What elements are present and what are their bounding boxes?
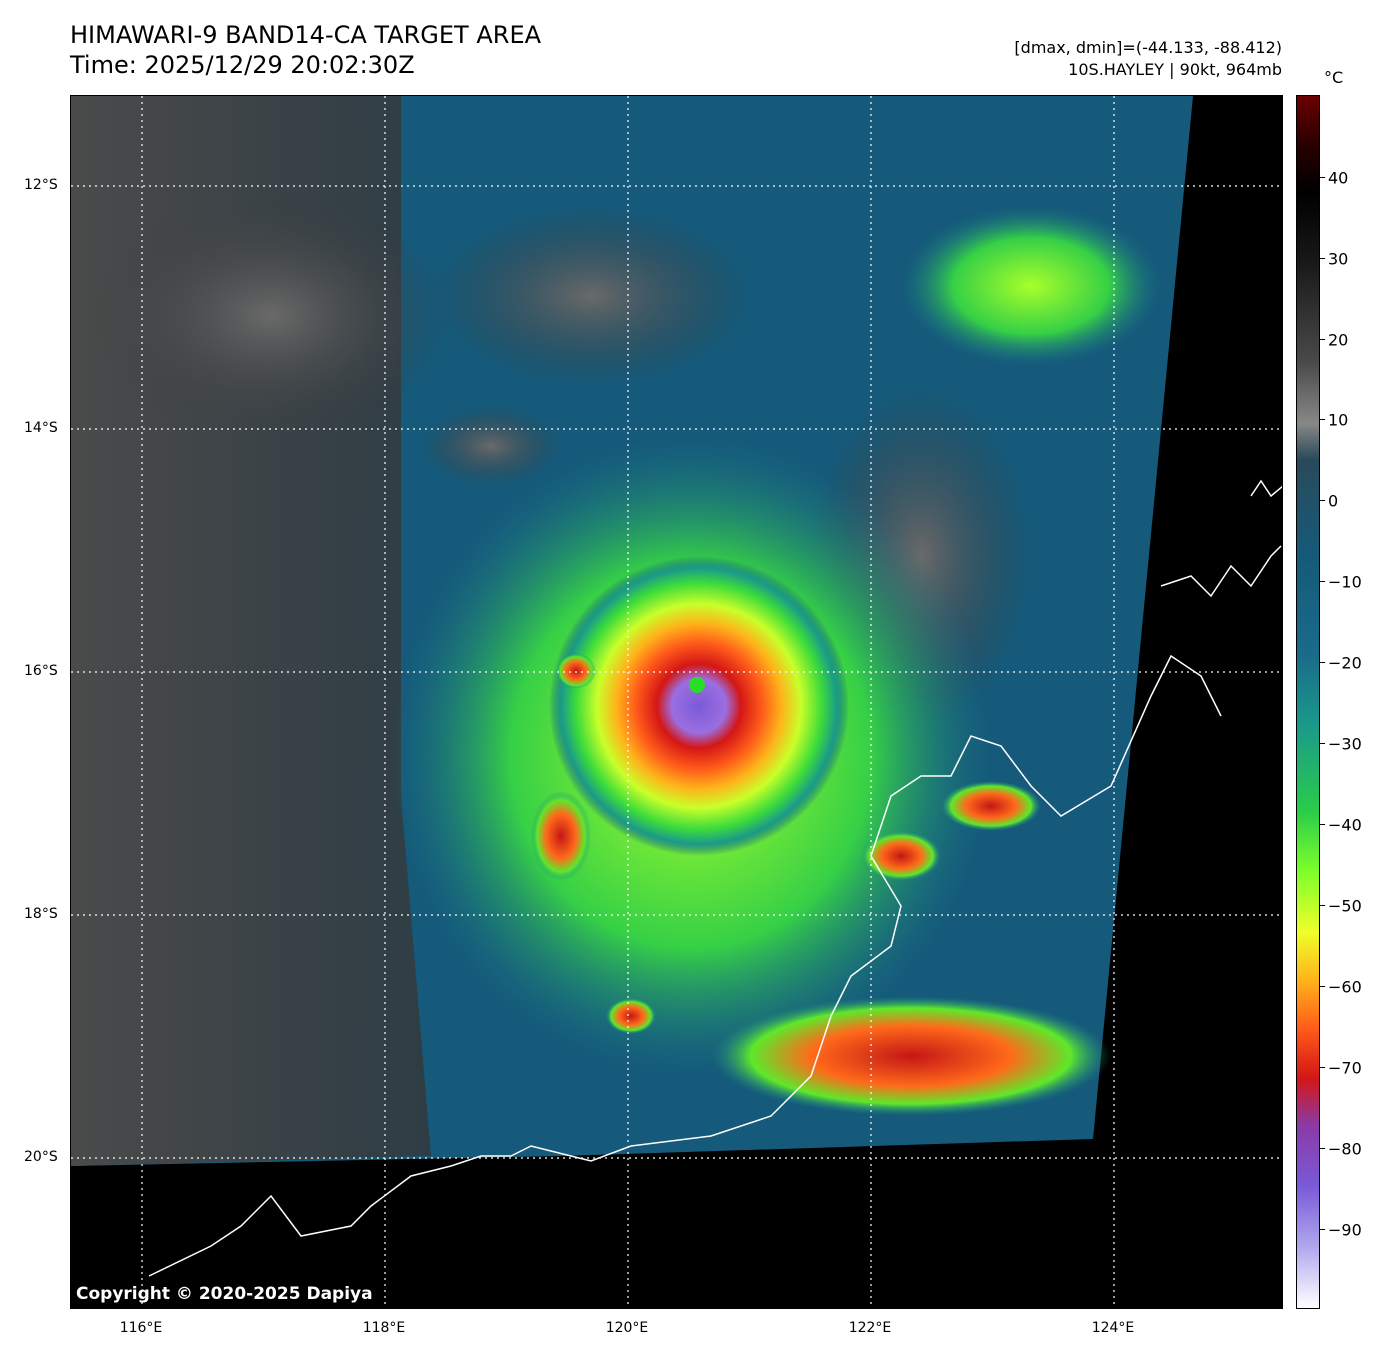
colorbar-label-40: 40 [1328, 168, 1349, 188]
convective-cell-1 [531, 791, 591, 881]
convective-cell-4 [941, 781, 1041, 831]
lat-label-20s: 20°S [24, 1149, 58, 1165]
lon-label-116e: 116°E [119, 1320, 163, 1336]
convective-cell-2 [606, 998, 656, 1034]
colorbar-label-minus50: −50 [1328, 896, 1362, 916]
colorbar-tick [1319, 177, 1325, 178]
colorbar-tick [1319, 581, 1325, 582]
storm-name-text: 10S.HAYLEY | 90kt, 964mb [1068, 60, 1282, 79]
lat-label-14s: 14°S [24, 420, 58, 436]
colorbar-tick [1319, 1148, 1325, 1149]
colorbar-tick [1319, 905, 1325, 906]
coastline-islands [1250, 479, 1282, 498]
coastline [148, 654, 1222, 1277]
storm-eye [689, 677, 705, 693]
colorbar-unit: °C [1324, 68, 1344, 87]
rain-band-south [711, 996, 1111, 1116]
colorbar-label-30: 30 [1328, 249, 1349, 269]
colorbar-tick [1319, 824, 1325, 825]
colorbar-tick [1319, 662, 1325, 663]
colorbar-label-minus60: −60 [1328, 977, 1362, 997]
colorbar-tick [1319, 500, 1325, 501]
convective-cell-3 [556, 653, 596, 689]
colorbar-label-0: 0 [1328, 491, 1339, 511]
title-block: HIMAWARI-9 BAND14-CA TARGET AREA Time: 2… [70, 20, 541, 80]
graticule [71, 96, 1282, 1308]
lat-label-18s: 18°S [24, 906, 58, 922]
colorbar-label-20: 20 [1328, 330, 1349, 350]
colorbar-label-minus80: −80 [1328, 1139, 1362, 1159]
copyright-text: Copyright © 2020-2025 Dapiya [76, 1284, 373, 1304]
lon-label-118e: 118°E [362, 1320, 406, 1336]
gray-cloud-4 [421, 406, 561, 486]
lat-label-16s: 16°S [24, 663, 58, 679]
colorbar-label-minus90: −90 [1328, 1220, 1362, 1240]
colorbar-label-minus70: −70 [1328, 1058, 1362, 1078]
colorbar-tick [1319, 743, 1325, 744]
gray-cloud-1 [91, 196, 451, 436]
colorbar-label-minus10: −10 [1328, 572, 1362, 592]
lon-label-122e: 122°E [848, 1320, 892, 1336]
storm-core [549, 556, 849, 856]
colorbar-tick [1319, 258, 1325, 259]
lon-label-120e: 120°E [605, 1320, 649, 1336]
satellite-svg [71, 96, 1282, 1308]
colorbar-label-minus20: −20 [1328, 653, 1362, 673]
lon-label-124e: 124°E [1091, 1320, 1135, 1336]
storm-info: [dmax, dmin]=(-44.133, -88.412) 10S.HAYL… [1014, 37, 1282, 81]
colorbar-label-minus30: −30 [1328, 734, 1362, 754]
satellite-image [70, 95, 1283, 1309]
dmax-dmin-text: [dmax, dmin]=(-44.133, -88.412) [1014, 38, 1282, 57]
colorbar-tick [1319, 1229, 1325, 1230]
gray-cloud-2 [431, 206, 751, 386]
colorbar-label-10: 10 [1328, 410, 1349, 430]
map-timestamp: Time: 2025/12/29 20:02:30Z [70, 51, 415, 79]
colorbar-tick [1319, 419, 1325, 420]
colorbar-tick [1319, 1067, 1325, 1068]
colorbar-tick [1319, 339, 1325, 340]
rain-band-north-east [901, 206, 1161, 366]
coastline-north [1160, 545, 1282, 598]
lat-label-12s: 12°S [24, 177, 58, 193]
colorbar-label-minus40: −40 [1328, 815, 1362, 835]
colorbar [1296, 95, 1320, 1309]
map-title: HIMAWARI-9 BAND14-CA TARGET AREA [70, 21, 542, 49]
colorbar-tick [1319, 986, 1325, 987]
convective-cell-5 [861, 831, 941, 881]
